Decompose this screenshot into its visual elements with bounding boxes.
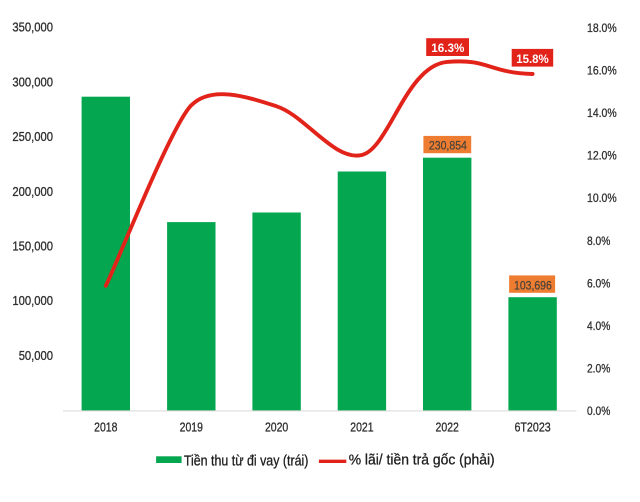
svg-text:250,000: 250,000 xyxy=(12,129,53,144)
svg-text:6T2023: 6T2023 xyxy=(514,419,550,434)
svg-text:15.8%: 15.8% xyxy=(516,52,549,66)
svg-text:% lãi/ tiền trả gốc (phải): % lãi/ tiền trả gốc (phải) xyxy=(349,451,495,468)
svg-text:Tiền thu từ đi vay (trái): Tiền thu từ đi vay (trái) xyxy=(184,453,309,469)
svg-text:6.0%: 6.0% xyxy=(587,276,610,290)
svg-text:300,000: 300,000 xyxy=(12,74,53,89)
svg-text:200,000: 200,000 xyxy=(12,184,53,199)
svg-text:8.0%: 8.0% xyxy=(587,234,610,248)
svg-text:2018: 2018 xyxy=(94,419,117,434)
svg-text:2019: 2019 xyxy=(180,419,203,434)
svg-text:16.0%: 16.0% xyxy=(587,63,617,77)
svg-text:2022: 2022 xyxy=(436,419,459,434)
svg-text:2.0%: 2.0% xyxy=(587,362,610,376)
svg-text:230,854: 230,854 xyxy=(429,138,467,152)
svg-text:100,000: 100,000 xyxy=(12,293,53,308)
svg-text:4.0%: 4.0% xyxy=(587,319,610,333)
svg-text:350,000: 350,000 xyxy=(12,20,53,35)
svg-text:2021: 2021 xyxy=(350,419,373,434)
svg-text:16.3%: 16.3% xyxy=(431,41,464,55)
svg-text:18.0%: 18.0% xyxy=(587,21,617,35)
svg-text:103,696: 103,696 xyxy=(514,278,552,292)
svg-text:14.0%: 14.0% xyxy=(587,106,617,120)
svg-text:150,000: 150,000 xyxy=(12,239,53,254)
svg-text:10.0%: 10.0% xyxy=(587,191,617,205)
svg-text:0.0%: 0.0% xyxy=(587,404,610,418)
svg-text:12.0%: 12.0% xyxy=(587,149,617,163)
svg-text:50,000: 50,000 xyxy=(19,348,53,363)
svg-text:2020: 2020 xyxy=(265,419,288,434)
